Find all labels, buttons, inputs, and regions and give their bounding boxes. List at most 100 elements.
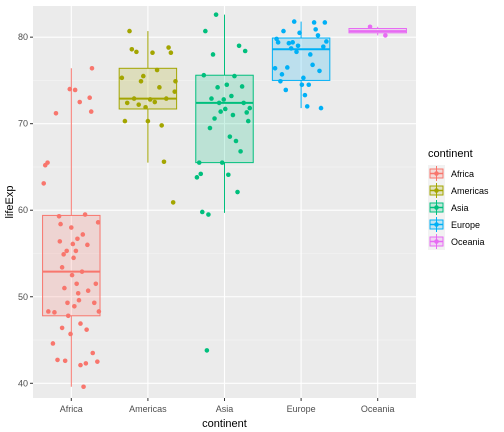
data-point-africa [71, 255, 76, 261]
data-point-europe [295, 43, 301, 49]
data-point-asia [235, 189, 240, 195]
data-point-europe [307, 52, 313, 57]
data-point-europe [315, 33, 321, 38]
data-point-asia [221, 97, 227, 102]
data-point-africa [87, 95, 92, 101]
data-point-americas [136, 102, 142, 107]
data-point-asia [216, 100, 222, 106]
data-point-africa [82, 212, 88, 217]
data-point-africa [45, 160, 50, 165]
data-point-europe [288, 46, 294, 51]
data-point-americas [172, 89, 178, 94]
box-iqr [195, 74, 254, 164]
legend-label: Europe [451, 220, 480, 230]
data-point-europe [286, 40, 292, 46]
data-point-europe [311, 20, 317, 25]
y-tick-label: 50 [18, 292, 28, 302]
data-point-asia [233, 138, 239, 144]
data-point-europe [290, 40, 295, 45]
data-point-europe [294, 49, 299, 55]
data-point-africa [90, 350, 96, 356]
data-point-europe [299, 82, 305, 88]
data-point-africa [55, 357, 60, 363]
data-point-americas [159, 123, 164, 128]
legend-title: continent [428, 148, 473, 160]
data-point-europe [281, 28, 286, 34]
data-point-asia [215, 85, 220, 90]
box-africa [42, 68, 101, 387]
data-point-africa [67, 86, 73, 92]
data-point-americas [131, 96, 137, 101]
data-point-americas [168, 50, 174, 56]
axes: 40 50 60 70 80 Africa Americas Asia Europe Oceani… [18, 32, 394, 414]
data-point-africa [95, 359, 100, 364]
data-point-asia [239, 84, 245, 89]
data-point-asia [213, 12, 219, 17]
data-point-africa [75, 290, 81, 296]
data-point-africa [84, 327, 89, 332]
legend-key-point [434, 239, 439, 244]
data-point-africa [69, 225, 74, 230]
legend-label: Americas [451, 186, 489, 196]
data-point-americas [122, 118, 128, 124]
data-point-africa [58, 221, 63, 227]
data-point-europe [297, 30, 302, 36]
data-point-europe [285, 65, 290, 70]
data-point-asia [203, 28, 208, 34]
legend-label: Asia [451, 203, 469, 213]
data-point-africa [65, 300, 70, 306]
data-point-europe [272, 66, 278, 71]
data-point-africa [74, 281, 79, 287]
data-point-oceania [383, 33, 388, 38]
data-point-africa [72, 87, 78, 93]
data-point-americas [147, 97, 153, 102]
data-point-americas [143, 104, 148, 110]
data-point-africa [85, 242, 90, 248]
y-tick-label: 70 [18, 119, 28, 129]
x-tick-label: Oceania [361, 404, 395, 414]
data-point-asia [222, 106, 228, 112]
data-point-americas [173, 78, 178, 84]
data-point-asia [212, 116, 217, 121]
data-point-asia [242, 48, 248, 54]
data-point-africa [95, 220, 101, 225]
data-point-europe [283, 87, 289, 93]
data-point-americas [127, 28, 132, 34]
data-point-asia [245, 118, 251, 124]
point-layer [41, 12, 388, 390]
data-point-asia [207, 125, 213, 131]
data-point-africa [50, 341, 56, 346]
data-point-asia [227, 134, 233, 139]
data-point-americas [152, 99, 158, 105]
data-point-africa [59, 265, 65, 270]
legend-item-europe: Europe [428, 216, 480, 233]
data-point-asia [204, 348, 210, 353]
data-point-europe [317, 68, 322, 74]
data-point-africa [57, 239, 63, 244]
data-point-africa [78, 362, 83, 368]
data-point-africa [93, 281, 99, 287]
data-point-asia [238, 149, 243, 154]
data-point-asia [224, 82, 230, 88]
data-point-americas [150, 50, 155, 56]
box-iqr [42, 214, 101, 317]
legend-item-americas: Americas [428, 182, 489, 199]
data-point-asia [196, 160, 202, 165]
x-tick-label: Asia [216, 404, 234, 414]
data-point-americas [163, 96, 169, 101]
data-point-europe [301, 75, 306, 81]
data-point-europe [313, 27, 318, 32]
data-point-africa [52, 310, 57, 315]
data-point-americas [170, 200, 176, 205]
data-point-americas [129, 46, 135, 52]
data-point-europe [324, 39, 329, 44]
x-axis-title: continent [202, 418, 247, 430]
data-point-africa [64, 248, 70, 254]
data-point-americas [157, 85, 162, 90]
data-point-asia [230, 112, 236, 118]
data-point-europe [306, 82, 312, 88]
data-point-asia [244, 110, 250, 115]
data-point-africa [68, 331, 73, 337]
data-point-africa [80, 232, 86, 237]
